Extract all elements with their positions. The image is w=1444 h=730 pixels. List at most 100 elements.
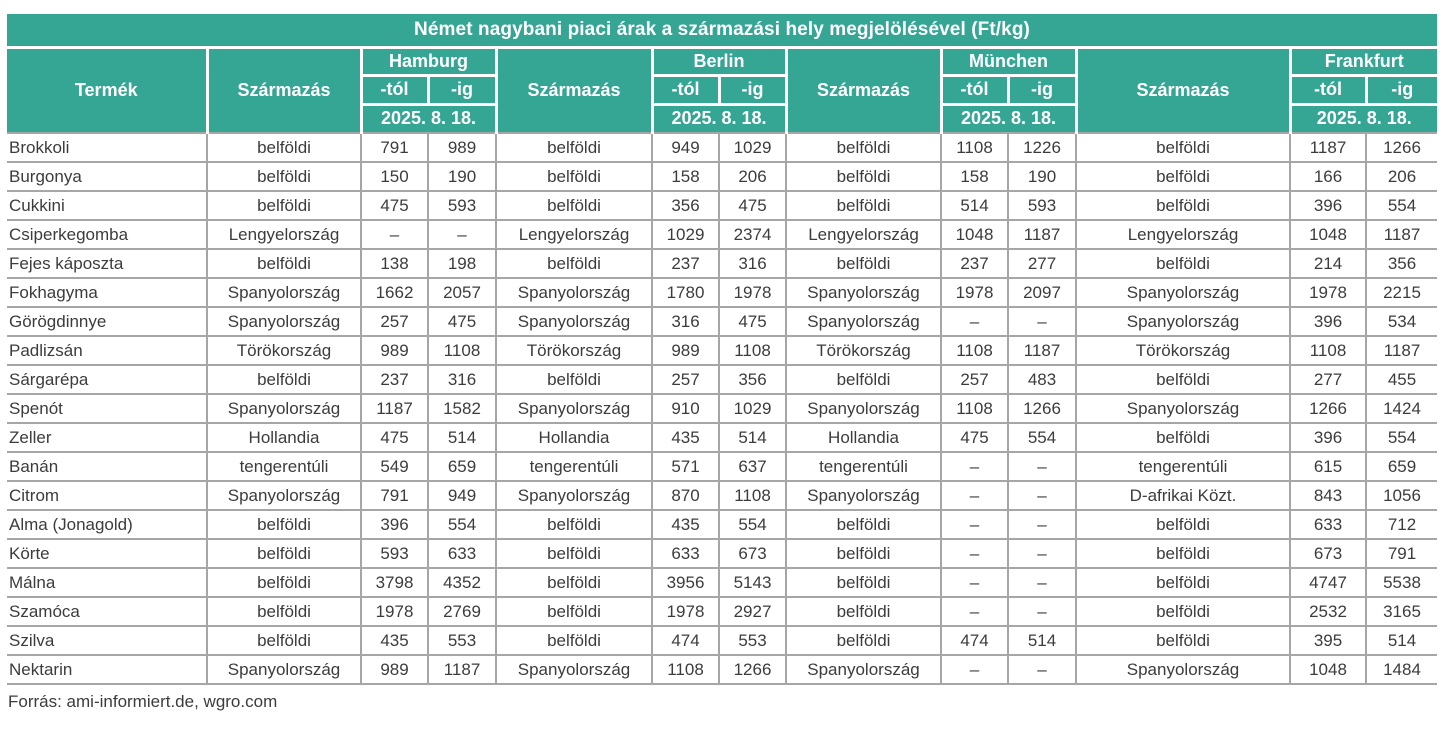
price-from-cell: 1108 [940,393,1009,424]
price-from-cell: 1108 [940,335,1009,366]
price-table: Német nagybani piaci árak a származási h… [7,14,1438,685]
origin-cell: Törökország [785,335,942,366]
table-row: Fokhagyma Spanyolország 1662 2057 Spanyolors… [7,277,1438,308]
origin-cell: Lengyelország [206,219,362,250]
table-row: Spenót Spanyolország 1187 1582 Spanyolország… [7,393,1438,424]
origin-cell: belföldi [1075,596,1291,627]
origin-cell: belföldi [1075,422,1291,453]
price-to-cell: – [1007,538,1077,569]
price-to-cell: 1266 [1007,393,1077,424]
price-to-cell: 1484 [1364,654,1438,685]
product-cell: Szamóca [7,596,208,627]
price-to-cell: 593 [1007,190,1077,221]
origin-cell: belföldi [785,364,942,395]
price-from-cell: 396 [1289,190,1367,221]
origin-cell: Spanyolország [495,480,653,511]
price-from-cell: 1029 [651,219,720,250]
price-to-cell: 475 [718,190,787,221]
date-munchen: 2025. 8. 18. [939,102,1078,134]
price-to-cell: 1029 [718,132,787,163]
col-header-origin-berlin: Származás [494,45,654,134]
price-from-cell: 3798 [360,567,429,598]
price-to-cell: 659 [427,451,497,482]
price-from-cell: 257 [651,364,720,395]
price-from-cell: 396 [1289,422,1367,453]
price-from-cell: 158 [651,161,720,192]
product-cell: Alma (Jonagold) [7,509,208,540]
price-from-cell: 1048 [1289,654,1367,685]
table-row: Málna belföldi 3798 4352 belföldi 3956 5143 bel… [7,567,1438,598]
price-to-cell: 633 [427,538,497,569]
origin-cell: belföldi [1075,567,1291,598]
origin-cell: Spanyolország [495,306,653,337]
price-table-body: Brokkoli belföldi 791 989 belföldi 949 1029 bel… [7,132,1438,685]
price-to-cell: – [1007,509,1077,540]
price-to-cell: 483 [1007,364,1077,395]
product-cell: Sárgarépa [7,364,208,395]
price-to-cell: 637 [718,451,787,482]
price-to-cell: 356 [1364,248,1438,279]
origin-cell: belföldi [785,538,942,569]
price-from-cell: 3956 [651,567,720,598]
origin-cell: belföldi [1075,161,1291,192]
price-from-cell: 435 [651,509,720,540]
table-row: Padlizsán Törökország 989 1108 Törökország 98… [7,335,1438,366]
header-range-row: -tól -ig -tól -ig -tól -ig -tól -ig [7,73,1438,106]
origin-cell: Spanyolország [785,277,942,308]
price-to-cell: 1108 [718,480,787,511]
price-from-cell: 396 [360,509,429,540]
price-from-cell: 571 [651,451,720,482]
origin-cell: belföldi [206,364,362,395]
title-row: Német nagybani piaci árak a származási h… [7,14,1438,49]
origin-cell: Spanyolország [1075,306,1291,337]
price-from-cell: 1108 [651,654,720,685]
product-cell: Görögdinnye [7,306,208,337]
origin-cell: belföldi [206,567,362,598]
price-to-cell: 2097 [1007,277,1077,308]
origin-cell: belföldi [1075,132,1291,163]
origin-cell: belföldi [206,538,362,569]
origin-cell: Törökország [206,335,362,366]
price-from-cell: 1187 [360,393,429,424]
origin-cell: belföldi [1075,248,1291,279]
price-to-cell: 1266 [1364,132,1438,163]
origin-cell: Spanyolország [1075,393,1291,424]
price-to-cell: 554 [718,509,787,540]
price-to-cell: 514 [1364,625,1438,656]
origin-cell: belföldi [206,132,362,163]
origin-cell: Hollandia [495,422,653,453]
price-to-cell: – [1007,306,1077,337]
origin-cell: belföldi [785,161,942,192]
origin-cell: Spanyolország [206,277,362,308]
price-from-cell: 791 [360,480,429,511]
price-from-cell: 989 [651,335,720,366]
price-to-cell: 553 [427,625,497,656]
origin-cell: belföldi [495,364,653,395]
price-to-cell: 206 [1364,161,1438,192]
price-from-cell: – [940,596,1009,627]
price-to-cell: 316 [427,364,497,395]
price-from-cell: 1108 [940,132,1009,163]
origin-cell: belföldi [785,190,942,221]
price-from-cell: 214 [1289,248,1367,279]
price-from-cell: 989 [360,335,429,366]
price-from-cell: 475 [360,422,429,453]
price-to-cell: 2215 [1364,277,1438,308]
price-from-cell: 1187 [1289,132,1367,163]
table-row: Citrom Spanyolország 791 949 Spanyolország 87… [7,480,1438,511]
table-row: Banán tengerentúli 549 659 tengerentúli 571 63… [7,451,1438,482]
price-to-cell: – [1007,654,1077,685]
origin-cell: Spanyolország [785,306,942,337]
price-to-cell: 5143 [718,567,787,598]
price-from-cell: 1780 [651,277,720,308]
origin-cell: tengerentúli [495,451,653,482]
price-from-cell: 474 [940,625,1009,656]
origin-cell: Spanyolország [1075,277,1291,308]
price-from-cell: 1662 [360,277,429,308]
product-cell: Spenót [7,393,208,424]
price-to-cell: 190 [427,161,497,192]
product-cell: Burgonya [7,161,208,192]
origin-cell: belföldi [1075,538,1291,569]
origin-cell: belföldi [206,161,362,192]
price-to-cell: 475 [427,306,497,337]
